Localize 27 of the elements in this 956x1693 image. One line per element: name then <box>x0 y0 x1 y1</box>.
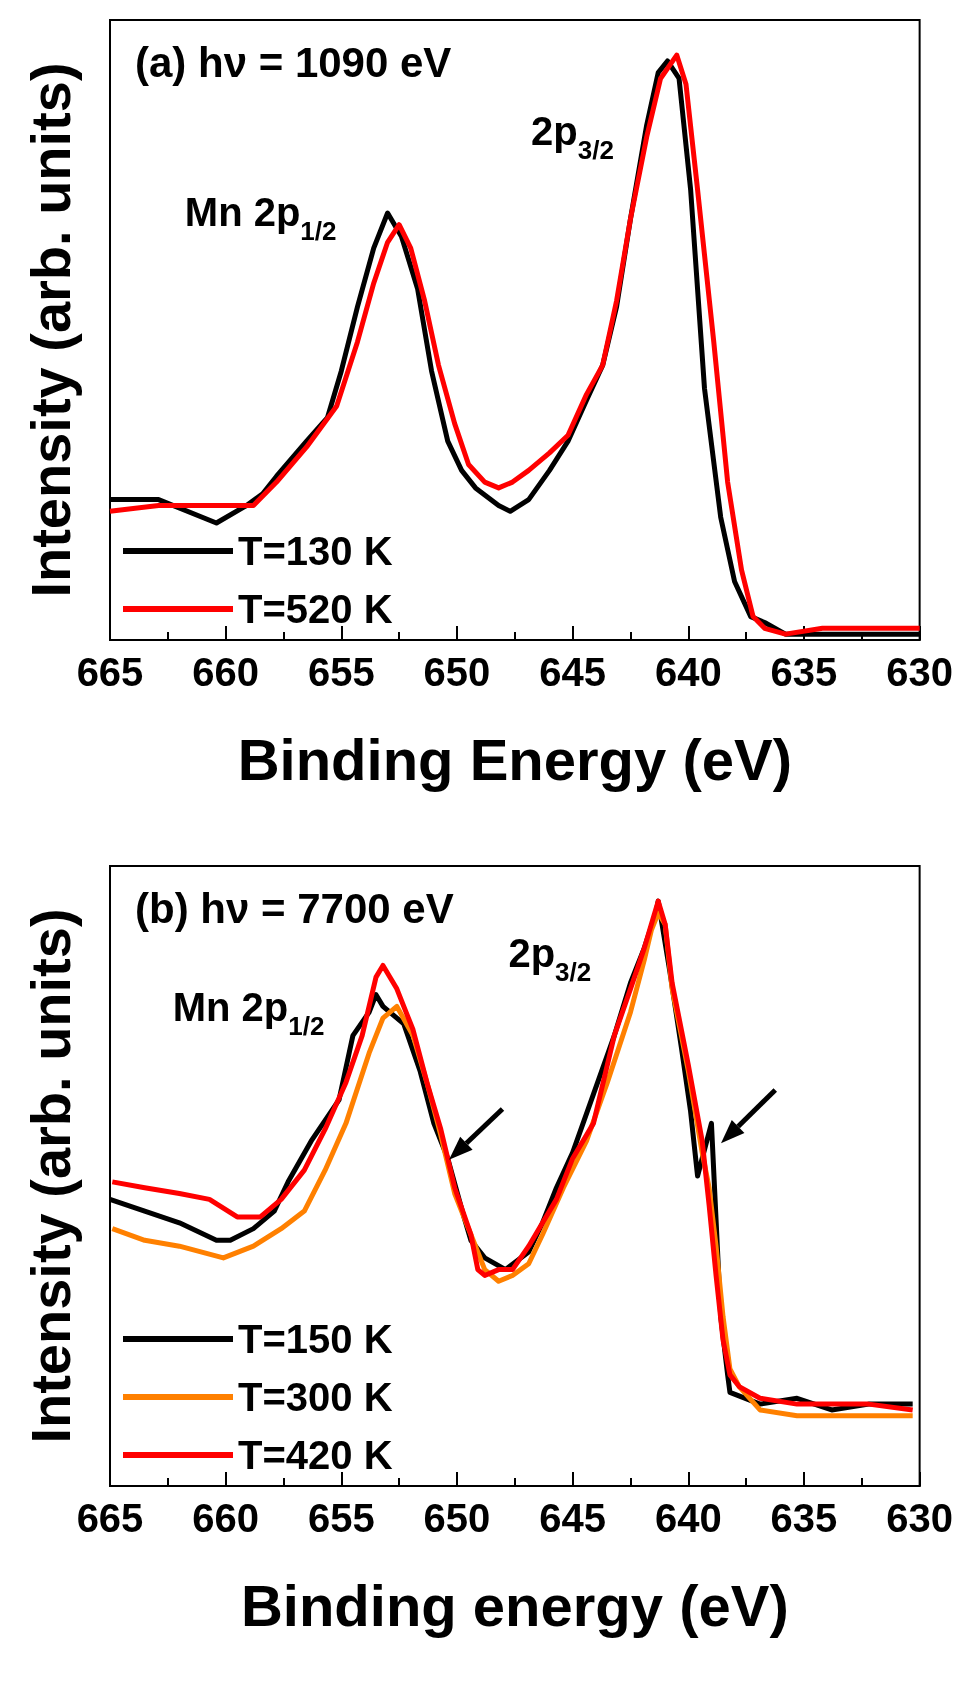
x-tick-label: 650 <box>423 1496 491 1540</box>
x-axis-title: Binding energy (eV) <box>240 1572 789 1638</box>
legend-label: T=420 K <box>238 1433 393 1477</box>
chart-title: (b) hν = 7700 eV <box>135 884 454 932</box>
legend-label: T=300 K <box>238 1375 393 1419</box>
x-tick-label: 645 <box>539 1496 607 1540</box>
x-tick-label: 655 <box>307 1496 375 1540</box>
x-tick-label: 645 <box>539 650 607 694</box>
y-axis-title: Intensity (arb. units) <box>18 908 82 1444</box>
x-tick-label: 660 <box>192 1496 260 1540</box>
y-axis-title: Intensity (arb. units) <box>18 62 82 598</box>
x-axis-title: Binding Energy (eV) <box>237 726 792 792</box>
x-tick-label: 635 <box>770 1496 838 1540</box>
x-tick-label: 640 <box>654 1496 722 1540</box>
legend-label: T=520 K <box>238 587 393 631</box>
x-tick-label: 635 <box>770 650 838 694</box>
x-tick-label: 650 <box>423 650 491 694</box>
x-tick-label: 630 <box>886 1496 954 1540</box>
x-tick-label: 665 <box>76 650 144 694</box>
x-tick-label: 660 <box>192 650 260 694</box>
x-tick-label: 655 <box>307 650 375 694</box>
x-tick-label: 665 <box>76 1496 144 1540</box>
x-tick-label: 640 <box>654 650 722 694</box>
legend-label: T=130 K <box>238 529 393 573</box>
chart-title: (a) hν = 1090 eV <box>135 38 452 86</box>
x-tick-label: 630 <box>886 650 954 694</box>
legend-label: T=150 K <box>238 1317 393 1361</box>
